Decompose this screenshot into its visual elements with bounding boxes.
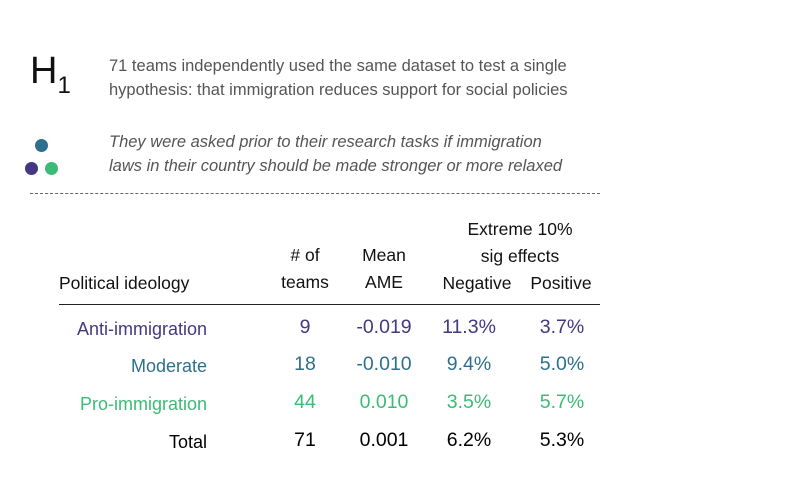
hypothesis-label: H1	[30, 50, 71, 98]
hypothesis-subscript: 1	[57, 72, 71, 99]
header-ame: Mean AME	[362, 245, 406, 292]
row-negative: 6.2%	[446, 429, 492, 451]
row-positive: 5.0%	[539, 353, 585, 375]
row-teams: 44	[294, 391, 316, 413]
row-teams: 18	[294, 353, 316, 375]
row-positive: 3.7%	[539, 316, 585, 338]
row-negative: 11.3%	[442, 316, 496, 338]
question-line-2: laws in their country should be made str…	[109, 157, 563, 175]
row-ame: -0.010	[356, 353, 412, 375]
intro-line-1: 71 teams independently used the same dat…	[109, 57, 567, 75]
intro-line-2: hypothesis: that immigration reduces sup…	[109, 81, 568, 99]
row-negative: 3.5%	[446, 391, 492, 413]
row-ame: -0.019	[356, 316, 412, 338]
header-positive: Positive	[530, 273, 592, 293]
header-negative: Negative	[442, 273, 512, 293]
row-ame: 0.001	[359, 429, 409, 451]
header-extreme-group: Extreme 10% sig effects	[467, 219, 573, 266]
row-positive: 5.7%	[539, 391, 585, 413]
dot-moderate	[35, 139, 48, 152]
row-teams: 9	[299, 316, 311, 338]
intro-text: 71 teams independently used the same dat…	[109, 54, 629, 102]
row-label: Anti-immigration	[76, 319, 207, 339]
row-label: Moderate	[130, 356, 207, 376]
dot-pro	[45, 162, 58, 175]
row-label: Total	[168, 432, 207, 452]
question-text: They were asked prior to their research …	[109, 130, 629, 178]
header-rule	[59, 304, 600, 305]
dashed-divider	[30, 193, 600, 194]
row-ame: 0.010	[359, 391, 409, 413]
header-teams: # of teams	[281, 245, 329, 292]
question-line-1: They were asked prior to their research …	[109, 133, 542, 151]
row-teams: 71	[294, 429, 316, 451]
dot-anti	[25, 162, 38, 175]
row-negative: 9.4%	[446, 353, 492, 375]
ideology-dots-icon	[24, 138, 64, 178]
row-positive: 5.3%	[539, 429, 585, 451]
hypothesis-letter: H	[30, 50, 58, 92]
header-ideology: Political ideology	[59, 273, 190, 293]
row-label: Pro-immigration	[79, 394, 207, 414]
